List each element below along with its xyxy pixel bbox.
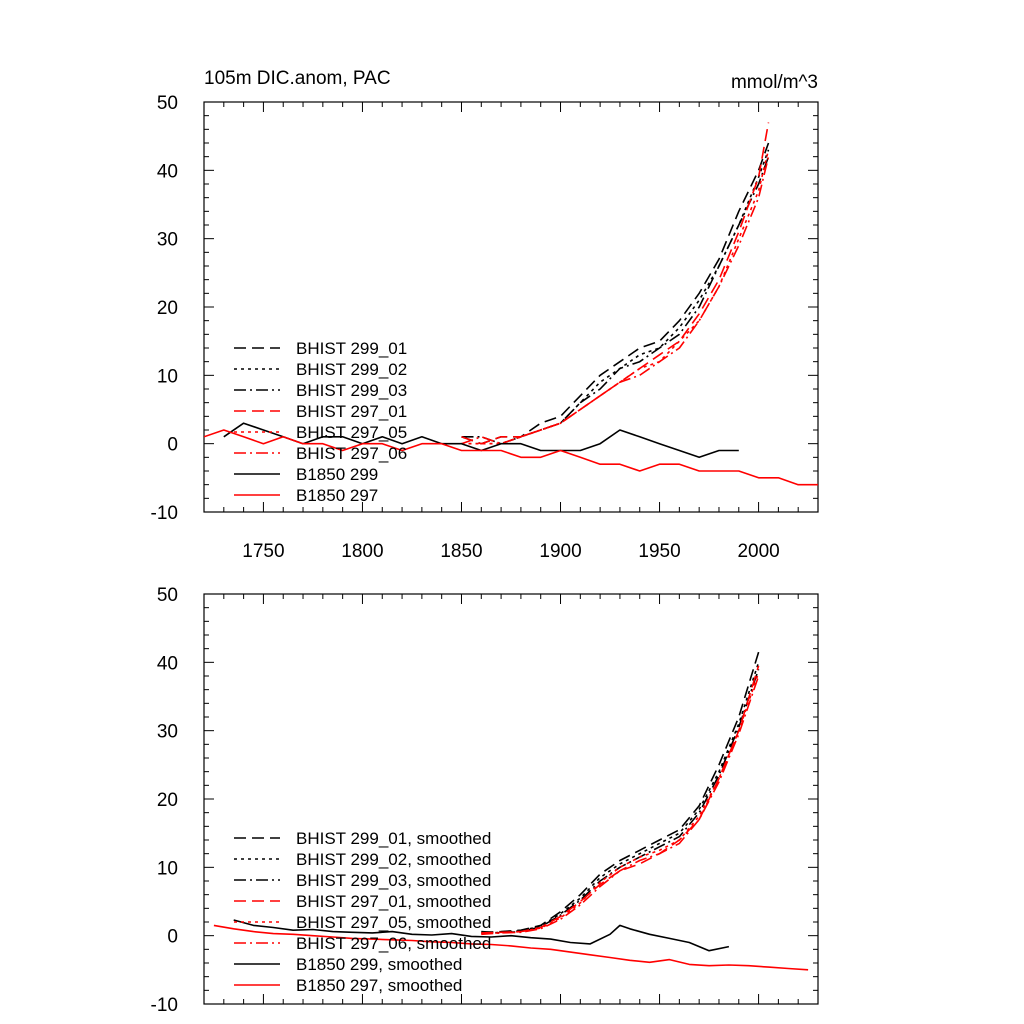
legend-label: BHIST 299_02, smoothed [296,850,491,869]
series-line [481,651,760,934]
series-line [481,665,760,934]
y-tick-label: 40 [157,161,178,182]
legend: BHIST 299_01 BHIST 299_02 BHIST 299_03 BHIS… [234,339,407,505]
y-tick-label: 10 [157,366,178,387]
x-tick-label: 1800 [341,541,383,562]
series-line [233,919,730,952]
series-line [461,156,770,445]
legend-label: BHIST 297_05, smoothed [296,913,491,932]
series-lines [213,651,809,971]
series-line [481,672,760,935]
y-tick-label: -10 [151,995,178,1016]
y-tick-label: 0 [167,927,178,948]
legend: BHIST 299_01, smoothed BHIST 299_02, smoo… [234,829,491,995]
series-line [481,662,760,935]
legend-label: B1850 299, smoothed [296,955,462,974]
legend-label: BHIST 299_02 [296,360,407,379]
x-tick-label: 1850 [440,541,482,562]
y-tick-label: 0 [167,435,178,456]
y-tick-label: 40 [157,653,178,674]
legend-label: BHIST 299_01 [296,339,407,358]
legend-label: BHIST 297_01, smoothed [296,892,491,911]
y-tick-label: 20 [157,790,178,811]
y-tick-label: 30 [157,722,178,743]
legend-label: BHIST 299_01, smoothed [296,829,491,848]
series-line [461,149,770,445]
series-line [481,675,760,936]
legend-label: B1850 297, smoothed [296,976,462,995]
panel-title-right: mmol/m^3 [731,72,818,93]
series-line [461,122,770,445]
y-tick-label: 50 [157,93,178,114]
series-line [213,924,809,971]
y-tick-label: 50 [157,585,178,606]
series-lines [204,122,818,486]
series-line [461,149,770,445]
series-line [481,668,760,934]
x-tick-label: 1750 [242,541,284,562]
y-tick-label: 10 [157,858,178,879]
top-panel: 105m DIC.anom, PAC mmol/m^3 -10 0 10 20 30 40… [151,68,819,562]
legend-label: B1850 297 [296,486,378,505]
x-tick-label: 1900 [539,541,581,562]
legend-label: BHIST 299_03 [296,381,407,400]
series-line [461,142,770,445]
y-tick-label: 20 [157,298,178,319]
panel-title-left: 105m DIC.anom, PAC [204,68,391,89]
y-tick-label: -10 [151,503,178,524]
x-tick-label: 2000 [737,541,779,562]
legend-label: B1850 299 [296,465,378,484]
y-tick-label: 30 [157,230,178,251]
legend-label: BHIST 297_06, smoothed [296,934,491,953]
legend-label: BHIST 299_03, smoothed [296,871,491,890]
x-tick-label: 1950 [638,541,680,562]
legend-label: BHIST 297_05 [296,423,407,442]
series-line [204,429,818,486]
legend-label: BHIST 297_06 [296,444,407,463]
legend-label: BHIST 297_01 [296,402,407,421]
series-line [461,156,770,445]
